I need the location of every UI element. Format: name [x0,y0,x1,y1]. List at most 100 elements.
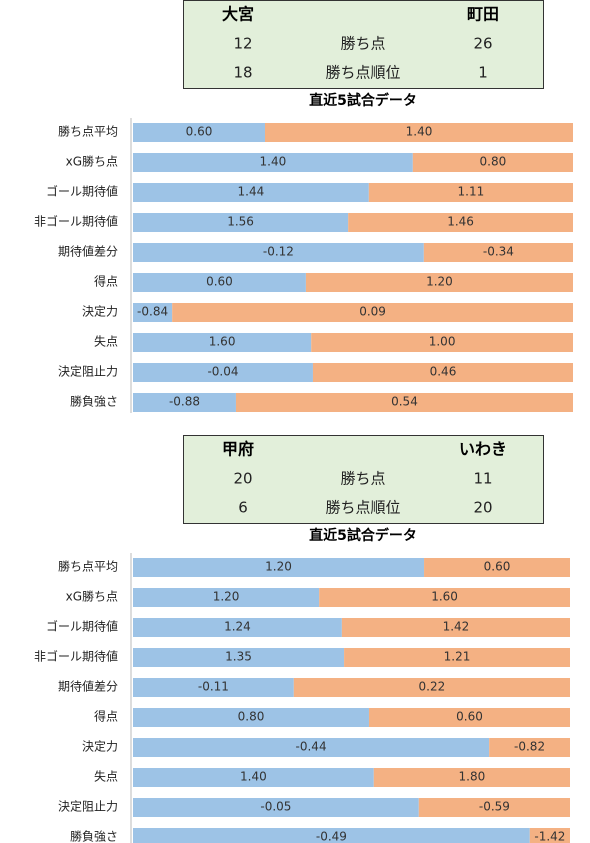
bar-right [311,333,573,352]
bar-right [489,738,570,757]
right-value: -0.34 [483,245,514,259]
row-label: 失点 [94,769,118,784]
left-value: -0.44 [296,740,327,754]
bar-right [293,678,570,697]
right-value: 0.09 [359,305,386,319]
header-box [183,435,544,524]
left-value: 0.60 [206,275,233,289]
bar-right [341,618,570,637]
home-value: 12 [233,35,252,53]
row-label: xG勝ち点 [66,154,118,169]
home-value: 18 [233,64,252,82]
home-team: 大宮 [222,5,254,24]
bar-left [133,618,342,637]
bar-right [312,363,573,382]
row-label: 決定力 [82,304,118,319]
away-value: 26 [473,35,492,53]
bar-left [133,273,306,292]
bar-right [424,558,570,577]
right-value: 0.54 [391,395,418,409]
bar-right [319,588,570,607]
bar-right [344,648,570,667]
left-value: 1.56 [227,215,254,229]
row-label: 非ゴール期待値 [34,649,118,664]
right-value: 1.60 [431,590,458,604]
right-value: 1.20 [426,275,453,289]
bar-left [133,558,425,577]
right-value: -0.82 [514,740,545,754]
away-value: 1 [478,64,488,82]
bar-right [373,768,570,787]
left-value: 1.60 [209,335,236,349]
stat-label: 勝ち点順位 [325,64,400,82]
right-value: 0.60 [484,560,511,574]
row-label: 勝ち点平均 [58,559,118,574]
right-value: 1.21 [444,650,471,664]
bar-left [133,798,419,817]
away-team: 町田 [467,5,499,24]
left-value: 1.40 [240,770,267,784]
bar-left [133,243,424,262]
left-value: 1.35 [225,650,252,664]
bar-right [235,393,573,412]
left-value: 1.44 [238,185,265,199]
right-value: 0.80 [480,155,507,169]
bar-right [423,243,573,262]
bar-left [133,213,349,232]
right-value: -1.42 [534,830,565,843]
row-label: 失点 [94,334,118,349]
home-value: 6 [238,499,248,517]
bar-right [348,213,573,232]
right-value: 1.42 [443,620,470,634]
left-value: -0.12 [263,245,294,259]
bar-right [265,123,573,142]
bar-left [133,393,236,412]
header-box [183,0,544,89]
left-value: 1.20 [265,560,292,574]
bar-left [133,588,320,607]
left-value: 0.60 [186,125,213,139]
right-value: 0.60 [456,710,483,724]
right-value: 1.80 [459,770,486,784]
away-value: 20 [473,499,492,517]
bar-right [418,798,570,817]
bar-left [133,153,413,172]
row-label: ゴール期待値 [46,184,118,199]
bar-left [133,123,265,142]
bar-right [412,153,573,172]
right-value: 1.40 [406,125,433,139]
left-value: -0.05 [260,800,291,814]
bar-right [529,828,570,843]
stat-label: 勝ち点順位 [325,499,400,517]
right-value: 1.46 [447,215,474,229]
section-title: 直近5試合データ [309,92,417,109]
left-value: -0.04 [207,365,238,379]
right-value: 1.11 [458,185,485,199]
bar-left [133,648,345,667]
row-label: 決定阻止力 [58,364,118,379]
row-label: xG勝ち点 [66,589,118,604]
left-value: -0.11 [198,680,229,694]
home-team: 甲府 [222,440,254,459]
row-label: 勝負強さ [70,394,118,409]
row-label: 期待値差分 [58,679,118,694]
stat-label: 勝ち点 [340,35,385,53]
right-value: -0.59 [479,800,510,814]
bar-left [133,708,369,727]
row-label: 勝ち点平均 [58,124,118,139]
row-label: 非ゴール期待値 [34,214,118,229]
row-label: 期待値差分 [58,244,118,259]
row-label: 決定阻止力 [58,799,118,814]
row-label: 得点 [94,274,118,289]
left-value: 1.20 [213,590,240,604]
left-value: -0.88 [169,395,200,409]
bar-left [133,333,312,352]
bar-right [368,708,570,727]
right-value: 1.00 [429,335,456,349]
left-value: 0.80 [238,710,265,724]
bar-left [133,828,530,843]
bar-left [133,183,369,202]
section-title: 直近5試合データ [309,527,417,544]
left-value: -0.84 [137,305,168,319]
